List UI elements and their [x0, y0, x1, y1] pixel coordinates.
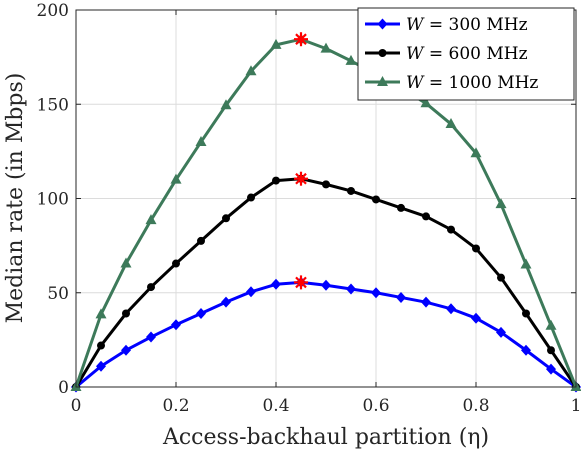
data-point: [95, 308, 107, 319]
data-point: [372, 195, 380, 204]
data-point: [421, 296, 431, 308]
x-tick-label: 0.4: [262, 396, 289, 416]
data-point: [420, 97, 432, 108]
legend-label: W = 600 MHz: [406, 44, 528, 64]
data-point: [246, 286, 256, 298]
y-tick-label: 200: [37, 1, 69, 21]
data-point: [497, 273, 505, 282]
data-point: [522, 309, 530, 318]
data-point: [545, 319, 557, 330]
data-point: [247, 193, 255, 202]
data-point: [446, 303, 456, 315]
data-point: [120, 257, 132, 268]
series-1: [71, 276, 581, 393]
data-point: [272, 176, 280, 185]
y-tick-label: 100: [37, 190, 69, 210]
data-point: [171, 319, 181, 331]
x-tick-label: 0.8: [462, 396, 489, 416]
data-point: [320, 42, 332, 53]
data-point: [445, 118, 457, 129]
optimum-star-marker: [294, 275, 308, 290]
legend-item: W = 1000 MHz: [365, 73, 538, 93]
data-point: [495, 198, 507, 209]
data-point: [121, 344, 131, 356]
star-stroke: [295, 33, 307, 46]
x-axis-label: Access-backhaul partition (η): [162, 425, 489, 450]
x-tick-label: 0.2: [162, 396, 189, 416]
data-point: [397, 203, 405, 212]
data-point: [146, 331, 156, 343]
data-point: [521, 344, 531, 356]
data-point: [271, 278, 281, 290]
legend-label: W = 1000 MHz: [406, 73, 538, 93]
legend-item: W = 600 MHz: [365, 44, 528, 64]
data-point: [472, 244, 480, 253]
legend-marker: [378, 49, 387, 57]
data-point: [220, 99, 232, 110]
star-stroke: [295, 276, 307, 289]
legend-item: W = 300 MHz: [365, 15, 528, 35]
data-point: [222, 214, 230, 223]
data-point: [145, 214, 157, 225]
data-point: [122, 309, 130, 318]
data-point: [422, 212, 430, 221]
data-point: [346, 283, 356, 295]
data-point: [547, 346, 555, 355]
series-3: [70, 33, 581, 391]
data-point: [196, 307, 206, 319]
data-point: [245, 65, 257, 76]
data-point: [471, 312, 481, 324]
data-point: [347, 186, 355, 195]
y-axis-label: Median rate (in Mbps): [3, 73, 28, 324]
x-axis-ticks: 0 0.2 0.4 0.6 0.8 1: [71, 10, 581, 416]
legend-label: W = 300 MHz: [406, 15, 528, 35]
data-point: [96, 360, 106, 372]
data-point: [496, 326, 506, 338]
data-point: [470, 147, 482, 158]
x-tick-label: 0: [71, 396, 82, 416]
data-point: [270, 38, 282, 49]
data-point: [322, 180, 330, 189]
data-point: [197, 236, 205, 245]
data-point: [447, 225, 455, 234]
x-tick-label: 1: [571, 396, 581, 416]
legend-marker: [377, 76, 388, 86]
series-layer: [70, 33, 581, 393]
y-tick-label: 150: [37, 95, 69, 115]
data-point: [195, 135, 207, 146]
optimum-star-marker: [294, 32, 308, 47]
data-point: [371, 287, 381, 299]
optimum-markers: [294, 32, 308, 290]
y-tick-label: 50: [47, 284, 69, 304]
data-point: [520, 258, 532, 269]
y-tick-label: 0: [58, 378, 69, 398]
y-axis-ticks: 0 50 100 150 200: [37, 1, 576, 398]
series-2: [72, 174, 580, 391]
data-point: [172, 259, 180, 268]
data-point: [546, 363, 556, 375]
data-point: [97, 341, 105, 350]
star-stroke: [295, 172, 307, 185]
data-point: [321, 279, 331, 291]
data-point: [221, 296, 231, 308]
legend-marker: [377, 18, 388, 30]
data-point: [345, 54, 357, 65]
data-point: [147, 283, 155, 292]
x-tick-label: 0.6: [362, 396, 389, 416]
data-point: [170, 173, 182, 184]
data-point: [396, 291, 406, 303]
legend: W = 300 MHz W = 600 MHz W = 1000 MHz: [357, 7, 575, 101]
optimum-star-marker: [294, 171, 308, 186]
